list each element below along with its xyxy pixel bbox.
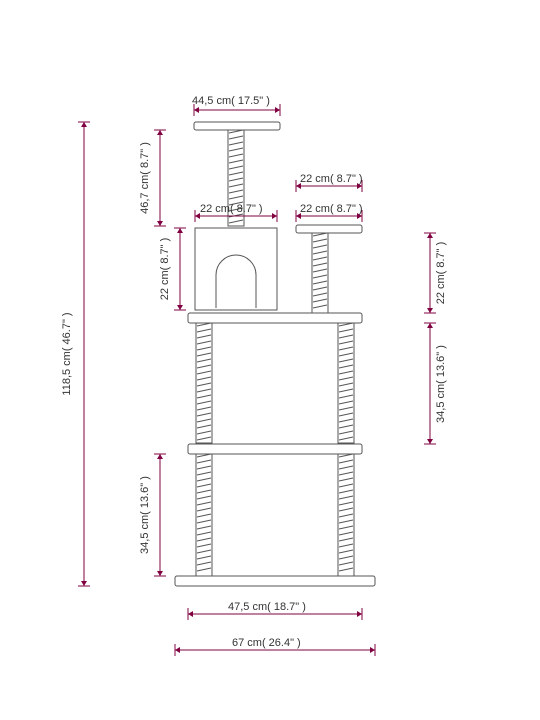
dim-base-w: 67 cm( 26.4" ) <box>175 637 375 656</box>
dim-label-top-w: 44,5 cm( 17.5" ) <box>192 95 270 107</box>
middle-shelf <box>188 444 362 454</box>
condo-box <box>195 228 277 310</box>
dim-label-perch-w-top: 22 cm( 8.7" ) <box>300 173 363 185</box>
dim-label-shelf-upper-w: 47,5 cm( 18.7" ) <box>228 601 306 613</box>
dim-condo-h-left: 22 cm( 8.7" ) <box>159 228 186 310</box>
dim-condo-w: 22 cm( 8.7" ) <box>195 203 277 222</box>
top-platform <box>194 122 280 130</box>
dim-perch-h-right: 22 cm( 8.7" ) <box>424 233 447 313</box>
scratch-post-5 <box>312 233 328 313</box>
dim-shelf-upper-w: 47,5 cm( 18.7" ) <box>188 601 362 620</box>
dim-total-height: 118,5 cm( 46.7" ) <box>61 122 90 586</box>
dim-label-condo-w: 22 cm( 8.7" ) <box>200 203 263 215</box>
dim-post-lower-h-left: 34,5 cm( 13.6" ) <box>139 454 166 576</box>
dim-label-post-lower-h-left: 34,5 cm( 13.6" ) <box>139 476 151 554</box>
dim-label-total-height: 118,5 cm( 46.7" ) <box>61 312 73 395</box>
dim-label-base-w: 67 cm( 26.4" ) <box>232 637 301 649</box>
condo-door <box>216 255 256 308</box>
upper-shelf <box>188 313 362 323</box>
dim-perch-w-bottom: 22 cm( 8.7" ) <box>296 203 363 222</box>
dim-label-post-upper-h-right: 34,5 cm( 13.6" ) <box>435 345 447 423</box>
scratch-post-1 <box>338 454 354 576</box>
scratch-post-0 <box>196 454 212 576</box>
dim-top-post-h: 46,7 cm( 8.7" ) <box>139 130 166 226</box>
dim-perch-w-top: 22 cm( 8.7" ) <box>296 173 363 192</box>
dim-label-perch-h-right: 22 cm( 8.7" ) <box>435 242 447 305</box>
dim-label-perch-w-bottom: 22 cm( 8.7" ) <box>300 203 363 215</box>
right-perch <box>296 225 362 233</box>
base-platform <box>175 576 375 586</box>
dim-top-w: 44,5 cm( 17.5" ) <box>192 95 280 116</box>
dim-label-top-post-h: 46,7 cm( 8.7" ) <box>139 142 151 214</box>
dim-post-upper-h-right: 34,5 cm( 13.6" ) <box>424 323 447 444</box>
scratch-post-2 <box>196 323 212 443</box>
dim-label-condo-h-left: 22 cm( 8.7" ) <box>159 238 171 301</box>
scratch-post-3 <box>338 323 354 443</box>
